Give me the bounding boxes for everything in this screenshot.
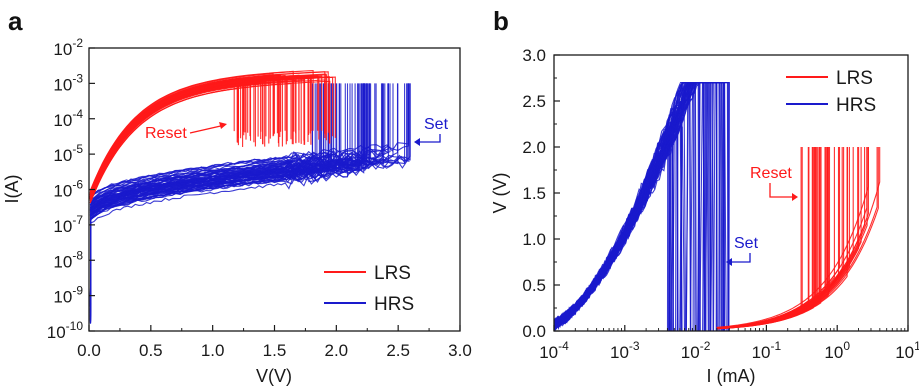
panel-b-set-arrow — [730, 253, 751, 263]
panel-b-y-axis-title: V (V) — [490, 172, 510, 213]
panel-a-legend-lrs-label: LRS — [374, 263, 411, 284]
panel-a-y-tick-label: 10-3 — [53, 71, 83, 94]
panel-b-legend-lrs-label: LRS — [836, 68, 873, 89]
panel-a-reset-arrow — [189, 124, 226, 134]
panel-b-x-tick-label: 10-3 — [610, 339, 640, 362]
panel-a-y-tick-label: 10-8 — [53, 248, 83, 271]
panel-a-x-axis-title: V(V) — [256, 366, 292, 386]
panel-a-y-tick-label: 10-6 — [53, 178, 83, 201]
panel-a-legend-hrs-label: HRS — [374, 294, 414, 315]
panel-b-hrs-curve — [554, 82, 712, 331]
panel-b-y-tick-label: 2.0 — [522, 138, 546, 157]
panel-b-hrs-curve — [554, 115, 675, 331]
panel-b-lrs-curve — [716, 147, 878, 330]
panel-a-x-tick-label: 1.0 — [201, 341, 225, 360]
panel-b-x-tick-label: 100 — [824, 339, 850, 362]
panel-a-reset-arrowhead — [219, 122, 227, 129]
panel-b-reset-label: Reset — [750, 165, 792, 182]
panel-b-curves — [554, 81, 881, 331]
panel-b-hrs-curve — [554, 82, 714, 331]
panel-b-hrs-curve — [554, 110, 674, 331]
panel-b-x-tick-label: 101 — [895, 339, 919, 362]
panel-b-hrs-curve — [554, 84, 683, 331]
panel-b-hrs-curve — [554, 82, 726, 331]
panel-a-reset-annotation: Reset — [145, 122, 227, 142]
panel-a-y-tick-label: 10-4 — [53, 107, 83, 130]
panel-a-lrs-curve — [89, 74, 279, 194]
panel-b-y-ticks: 0.0 0.5 1.0 1.5 2.0 2.5 3.0 — [522, 46, 560, 341]
panel-b-x-axis-title: I (mA) — [707, 366, 756, 386]
panel-b-x-tick-label: 10-1 — [752, 339, 782, 362]
panel-b-x-ticks: 10-4 10-3 10-2 10-1 100 101 — [539, 325, 919, 362]
panel-b-y-tick-label: 1.5 — [522, 184, 546, 203]
panel-a-x-ticks: 0.0 0.5 1.0 1.5 2.0 2.5 3.0 — [77, 325, 472, 360]
panel-a-legend: LRS HRS — [324, 263, 414, 315]
panel-b-y-tick-label: 0.5 — [522, 276, 546, 295]
panel-b-hrs-curve — [554, 110, 677, 331]
panel-b-lrs-curve — [716, 147, 869, 329]
panel-a-x-tick-label: 3.0 — [448, 341, 472, 360]
panel-b-y-tick-label: 2.5 — [522, 92, 546, 111]
panel-a-y-ticks: 10-10 10-9 10-8 10-7 10-6 10-5 10-4 10-3 10-2 — [47, 36, 95, 342]
panel-b-hrs-curve — [554, 82, 689, 331]
panel-b-y-tick-label: 1.0 — [522, 230, 546, 249]
panel-b-x-tick-label: 10-2 — [681, 339, 711, 362]
panel-a-x-tick-label: 2.0 — [325, 341, 349, 360]
panel-b-legend: LRS HRS — [786, 68, 876, 116]
panel-a-reset-label: Reset — [145, 125, 187, 142]
panel-a: a 0.0 0.5 1.0 1.5 2.0 2.5 3.0 10-1010-910-810-… — [2, 6, 472, 386]
panel-b-set-annotation: Set — [726, 235, 759, 266]
panel-b-hrs-curve — [554, 108, 675, 331]
panel-b: b 10-4 10-3 10-2 10-1 100 101 0.0 0.5 1.0 1.5 2.0… — [490, 6, 919, 386]
panel-a-y-tick-label: 10-2 — [53, 36, 83, 59]
panel-a-y-tick-label: 10-10 — [47, 319, 84, 342]
panel-b-hrs-curve — [554, 124, 672, 331]
panel-a-y-tick-label: 10-7 — [53, 213, 83, 236]
panel-b-y-tick-label: 0.0 — [522, 322, 546, 341]
panel-b-reset-arrow — [769, 183, 794, 198]
panel-a-hrs-curve — [89, 83, 337, 303]
panel-a-x-tick-label: 0.5 — [139, 341, 163, 360]
panel-a-curves — [89, 70, 411, 324]
panel-b-set-arrowhead — [726, 258, 732, 266]
panel-b-x-tick-label: 10-4 — [539, 339, 569, 362]
panel-b-lrs-curve — [716, 147, 869, 328]
panel-b-set-label: Set — [734, 235, 759, 252]
panel-a-y-tick-label: 10-5 — [53, 142, 83, 165]
panel-a-x-tick-label: 1.5 — [263, 341, 287, 360]
panel-a-lrs-curve — [89, 82, 247, 200]
panel-a-x-tick-label: 0.0 — [77, 341, 101, 360]
panel-a-x-tick-label: 2.5 — [386, 341, 410, 360]
panel-a-letter: a — [8, 6, 23, 36]
panel-a-set-arrowhead — [414, 138, 420, 146]
panel-a-lrs-curve — [89, 70, 314, 192]
panel-a-set-label: Set — [424, 116, 449, 133]
panel-b-reset-annotation: Reset — [750, 165, 798, 201]
panel-a-y-axis-title: I(A) — [2, 175, 22, 204]
panel-b-reset-arrowhead — [792, 193, 798, 201]
panel-a-lrs-curve — [89, 80, 245, 197]
panel-a-set-annotation: Set — [414, 116, 449, 146]
panel-b-hrs-curve — [554, 82, 727, 331]
panel-b-hrs-curve — [554, 85, 683, 331]
panel-b-letter: b — [493, 6, 509, 36]
panel-a-set-arrow — [418, 134, 441, 143]
panel-b-legend-hrs-label: HRS — [836, 95, 876, 116]
panel-b-y-tick-label: 3.0 — [522, 46, 546, 65]
panel-a-y-tick-label: 10-9 — [53, 284, 83, 307]
